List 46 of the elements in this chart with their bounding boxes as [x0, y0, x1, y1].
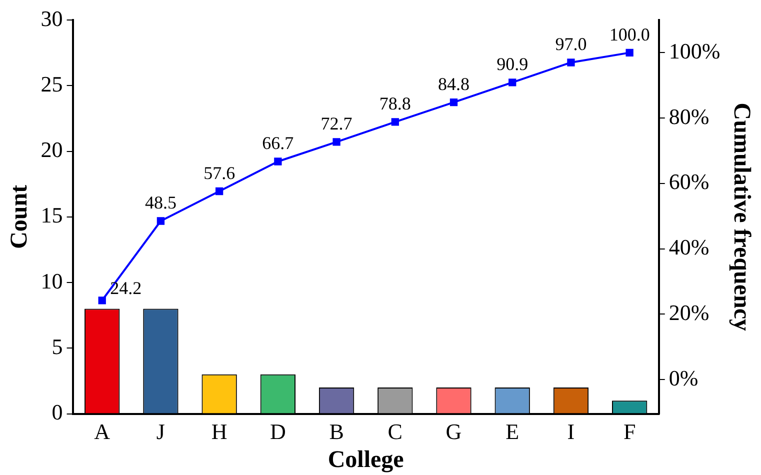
x-tick-label: A [94, 418, 110, 444]
point [98, 296, 106, 304]
data-label: 84.8 [438, 74, 470, 94]
y-axis-title: Count [6, 184, 33, 249]
y2-tick-label: 60% [668, 169, 710, 194]
y2-axis-title: Cumulative frequency [728, 102, 754, 332]
y-tick-label: 20 [40, 137, 63, 162]
y2-tick-label: 0% [668, 365, 698, 390]
point [626, 48, 634, 57]
x-tick-label: B [329, 418, 344, 444]
point [215, 187, 224, 196]
data-label: 66.7 [262, 133, 294, 154]
data-label: 78.8 [379, 94, 411, 114]
y-tick-label: 0 [52, 400, 63, 425]
point [450, 98, 458, 106]
x-tick-label: C [388, 418, 402, 444]
x-axis-title: College [328, 446, 404, 473]
point [332, 138, 340, 146]
x-tick-label: I [567, 418, 575, 444]
y-tick-label: 15 [40, 202, 63, 228]
point [508, 78, 516, 86]
y-tick-label: 25 [40, 71, 63, 96]
y2-tick-label: 40% [668, 234, 710, 260]
data-label: 90.9 [496, 54, 528, 74]
x-tick-label: E [506, 418, 520, 444]
data-label: 100.0 [609, 24, 650, 44]
data-label: 24.2 [110, 278, 142, 298]
data-label: 57.6 [204, 162, 236, 183]
point [391, 118, 399, 126]
y-tick-label: 30 [40, 6, 63, 31]
point [567, 58, 575, 66]
point [156, 217, 165, 225]
y-tick-label: 10 [40, 268, 63, 294]
x-tick-label: G [446, 418, 462, 444]
x-tick-label: D [270, 418, 286, 444]
data-label: 72.7 [320, 114, 352, 134]
x-tick-label: H [211, 418, 228, 444]
y-tick-label: 5 [52, 334, 63, 359]
x-tick-label: J [156, 418, 166, 444]
y2-tick-label: 20% [668, 300, 710, 325]
y2-tick-label: 100% [668, 38, 720, 64]
data-label: 97.0 [555, 34, 587, 54]
x-tick-label: F [623, 418, 636, 444]
y2-tick-label: 80% [668, 104, 710, 129]
point [274, 158, 282, 166]
data-label: 48.5 [144, 192, 176, 213]
